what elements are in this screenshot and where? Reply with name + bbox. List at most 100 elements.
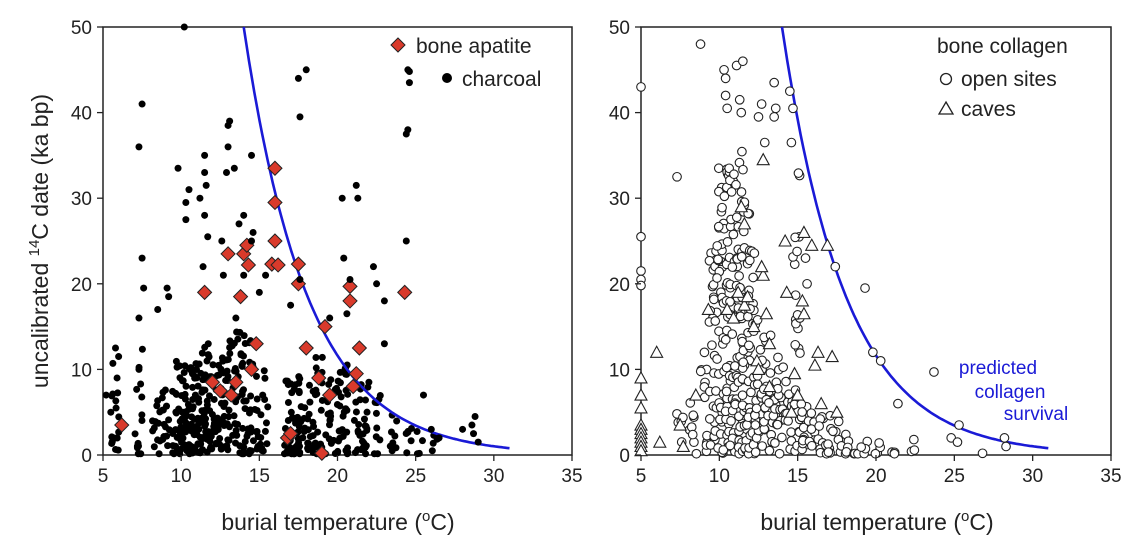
dot-point <box>336 379 344 387</box>
dot-point <box>224 355 232 363</box>
circle-point <box>778 362 789 373</box>
circle-point <box>765 330 776 341</box>
charcoal-point <box>338 194 346 202</box>
charcoal-point <box>115 353 123 361</box>
dot-point <box>429 439 437 447</box>
legend-title-bone-collagen: bone collagen <box>937 35 1068 58</box>
bone-apatite-point <box>228 374 244 390</box>
y-tick-label: 0 <box>81 446 92 467</box>
circle-point <box>823 439 833 449</box>
x-tick-label: 10 <box>709 466 730 487</box>
caves-point <box>720 302 735 316</box>
dot-point <box>239 352 247 360</box>
dot-point <box>263 440 271 448</box>
dot-point <box>216 434 224 442</box>
dot-point <box>193 422 201 430</box>
dot-point <box>418 437 426 445</box>
circle-point <box>713 221 724 232</box>
x-tick-label: 35 <box>561 466 582 487</box>
open-sites-point <box>999 433 1010 443</box>
dot-point <box>333 384 341 392</box>
dot-point <box>234 420 242 428</box>
dot-point <box>372 409 380 417</box>
dot-point <box>257 411 265 419</box>
bone-apatite-point <box>397 284 413 301</box>
caves-point <box>811 345 825 358</box>
legend-marker-caves <box>937 100 955 115</box>
circle-point <box>721 362 732 373</box>
dot-point <box>178 439 186 447</box>
open-sites-point <box>737 56 748 67</box>
charcoal-point <box>154 305 162 313</box>
left-axes: 5 10 15 20 25 30 35 0 10 20 30 40 50 <box>71 18 583 487</box>
caves-point <box>795 293 810 307</box>
dot-point <box>230 412 238 420</box>
charcoal-point <box>369 263 377 271</box>
open-sites-point <box>786 137 797 148</box>
dot-point <box>161 386 169 394</box>
dot-point <box>428 447 436 455</box>
dot-point <box>190 415 198 423</box>
circle-point <box>874 438 884 448</box>
dot-point <box>240 332 248 340</box>
open-sites-point <box>802 278 812 289</box>
circle-point <box>841 447 852 457</box>
predicted-collagen-survival-annotation: predicted collagen survival <box>959 358 1068 425</box>
dot-point <box>355 420 363 428</box>
caves-point <box>778 233 793 247</box>
circle-point <box>757 441 768 451</box>
dot-point <box>317 406 325 414</box>
charcoal-point <box>373 280 381 288</box>
dot-point <box>218 354 226 362</box>
charcoal-point <box>140 284 148 292</box>
caves-point <box>756 152 771 166</box>
dot-point <box>108 439 116 447</box>
open-sites-point <box>722 103 733 114</box>
dot-point <box>284 399 292 407</box>
open-sites-point <box>720 90 731 101</box>
x-tick-label: 35 <box>1100 466 1121 487</box>
circle-point <box>707 340 717 351</box>
circle-point <box>814 421 825 431</box>
circle-point <box>755 344 766 355</box>
circle-point <box>823 447 834 458</box>
dot-point <box>138 417 146 425</box>
charcoal-point <box>112 344 120 352</box>
open-sites-point <box>893 398 903 409</box>
circle-point <box>738 357 749 368</box>
dot-point <box>252 372 260 380</box>
dot-point <box>231 365 239 373</box>
caves-point <box>634 370 648 384</box>
charcoal-point <box>135 143 143 151</box>
dot-point <box>198 349 206 357</box>
caves-point <box>797 306 811 320</box>
open-sites-point <box>1001 441 1011 452</box>
charcoal-point <box>435 434 443 442</box>
circle-point <box>909 434 919 445</box>
x-tick-label: 20 <box>865 466 886 487</box>
dot-point <box>202 406 210 414</box>
y-tick-label: 40 <box>71 104 92 125</box>
circle-point <box>909 445 920 455</box>
annotation-line-1: predicted <box>959 358 1037 379</box>
charcoal-point <box>230 164 238 172</box>
dot-point <box>199 376 207 384</box>
dot-point <box>249 437 257 445</box>
charcoal-point <box>113 374 121 382</box>
charcoal-point <box>107 408 115 416</box>
charcoal-point <box>199 263 207 271</box>
charcoal-point <box>296 113 304 121</box>
dot-point <box>343 406 351 414</box>
open-sites-point <box>788 103 798 114</box>
caves-point <box>820 238 835 251</box>
circle-point <box>750 447 761 458</box>
x-tick-label: 30 <box>483 466 504 487</box>
y-tick-label: 20 <box>609 275 630 296</box>
dot-point <box>352 408 360 416</box>
dot-point <box>241 340 249 348</box>
legend-label-caves: caves <box>961 98 1016 121</box>
right-legend: bone collagen open sites caves <box>937 35 1068 121</box>
dot-point <box>413 450 421 458</box>
dot-point <box>311 391 319 399</box>
circle-point <box>737 146 747 157</box>
